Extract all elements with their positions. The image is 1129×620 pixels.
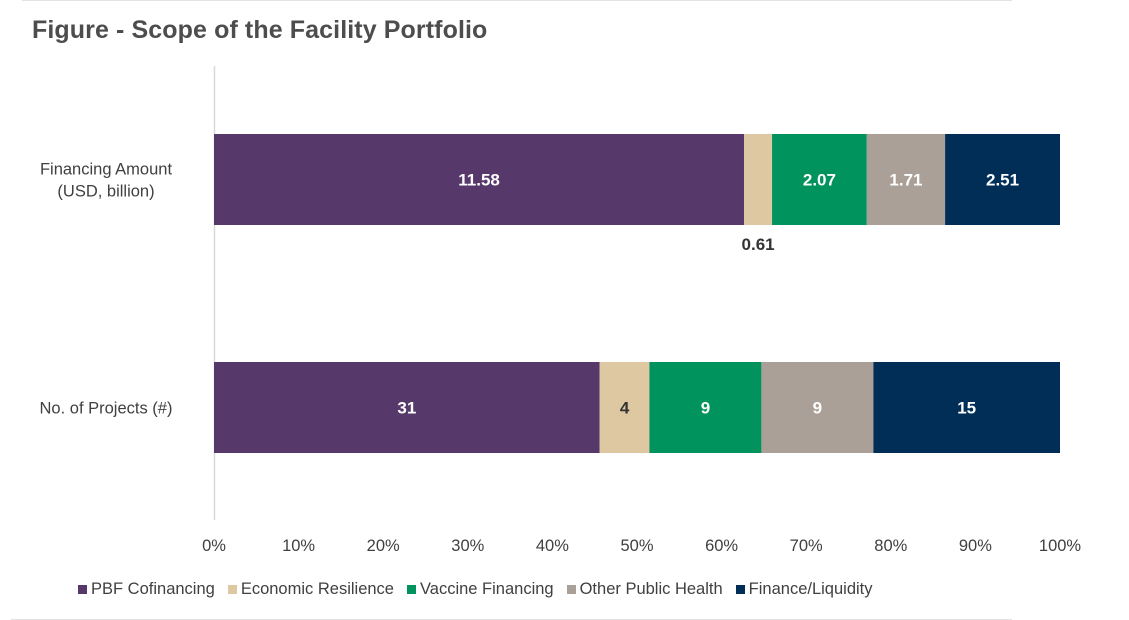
legend-item: Vaccine Financing [406,580,554,599]
category-label: (USD, billion) [57,183,154,201]
legend-swatch [78,585,87,594]
data-label: 1.71 [889,171,922,190]
bar-segment [599,362,650,453]
x-tick-label: 80% [874,537,907,555]
x-tick-label: 60% [705,537,738,555]
legend-label: Other Public Health [579,580,723,598]
data-label: 11.58 [458,171,500,190]
bar-segment [866,134,946,225]
bar-segment [873,362,1060,453]
legend-item: Other Public Health [566,580,723,599]
x-tick-label: 40% [536,537,569,555]
category-label: Financing Amount [40,161,172,179]
legend-label: PBF Cofinancing [91,580,215,598]
bar-segment [744,134,773,225]
bar-segment [945,134,1060,225]
legend-swatch [406,585,416,594]
x-tick-label: 90% [959,537,992,555]
legend-label: Finance/Liquidity [748,580,873,598]
data-label: 4 [620,399,630,418]
legend-swatch [566,585,576,594]
bar-segment [761,362,874,453]
legend-label: Economic Resilience [240,580,394,598]
data-label: 31 [397,399,416,418]
x-tick-label: 50% [620,537,653,555]
legend-item: PBF Cofinancing [78,580,215,599]
legend-swatch [227,585,237,594]
x-tick-label: 30% [451,537,484,555]
category-label: No. of Projects (#) [40,400,173,418]
chart-legend: PBF Cofinancing Economic Resilience Vaccin… [78,580,886,599]
x-tick-label: 70% [790,537,823,555]
bar-segment [772,134,867,225]
data-label: 9 [701,399,710,418]
chart-title: Figure - Scope of the Facility Portfolio [32,16,488,44]
x-tick-label: 100% [1039,537,1082,555]
bar-segment [214,134,745,225]
data-label: 0.61 [742,235,775,254]
x-tick-label: 20% [367,537,400,555]
data-label: 2.51 [986,171,1019,190]
data-label: 2.07 [803,171,836,190]
top-divider [22,0,1012,1]
legend-swatch [735,585,745,594]
x-tick-label: 0% [202,537,226,555]
legend-item: Finance/Liquidity [735,580,873,599]
bar-segment [214,362,600,453]
data-label: 15 [957,399,976,418]
x-tick-label: 10% [282,537,315,555]
bar-segment [649,362,762,453]
legend-label: Vaccine Financing [419,580,554,598]
data-label: 9 [813,399,822,418]
legend-item: Economic Resilience [227,580,394,599]
